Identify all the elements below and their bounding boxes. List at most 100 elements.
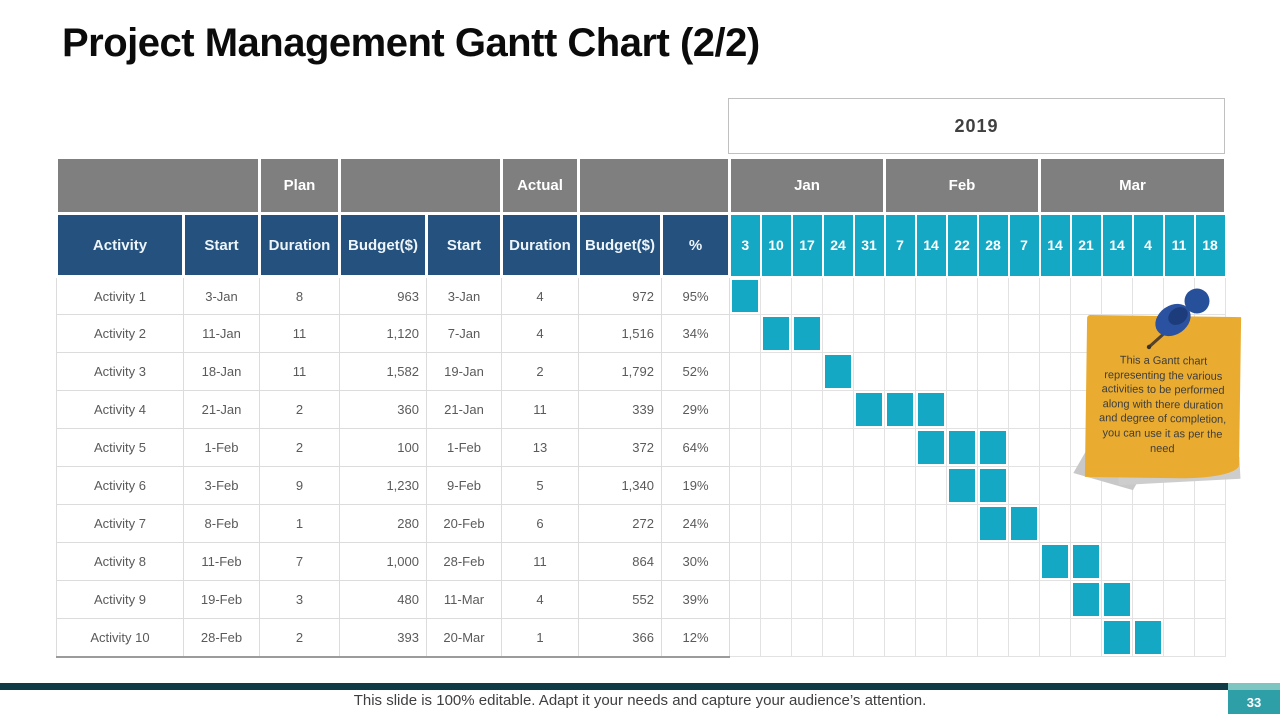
gantt-cell bbox=[1039, 390, 1071, 429]
gantt-cell bbox=[946, 504, 978, 543]
date-header: 3 bbox=[728, 212, 762, 278]
gantt-cell bbox=[1194, 618, 1226, 657]
gantt-cell bbox=[791, 428, 823, 467]
table-row: Activity 6 3-Feb 9 1,230 9-Feb 5 1,340 19% bbox=[56, 466, 1226, 505]
table-cell: 552 bbox=[578, 580, 662, 619]
table-cell: 4 bbox=[501, 314, 579, 353]
gantt-cell bbox=[977, 580, 1009, 619]
gantt-cell bbox=[1039, 618, 1071, 657]
gantt-cell bbox=[946, 276, 978, 315]
gantt-cell bbox=[884, 504, 916, 543]
gantt-bar-cell bbox=[791, 314, 823, 353]
table-cell: 9 bbox=[259, 466, 340, 505]
column-header: Budget($) bbox=[577, 212, 663, 278]
gantt-cell bbox=[884, 580, 916, 619]
table-cell: 1,340 bbox=[578, 466, 662, 505]
column-header: Start bbox=[182, 212, 261, 278]
gantt-cell bbox=[1132, 504, 1164, 543]
table-cell: 7-Jan bbox=[426, 314, 502, 353]
pushpin-icon bbox=[1146, 288, 1210, 350]
gantt-cell bbox=[729, 504, 761, 543]
column-header: Start bbox=[425, 212, 503, 278]
gantt-cell bbox=[822, 504, 854, 543]
table-cell: 3 bbox=[259, 580, 340, 619]
column-header: Duration bbox=[500, 212, 580, 278]
gantt-cell bbox=[884, 352, 916, 391]
gantt-cell bbox=[884, 466, 916, 505]
page-title: Project Management Gantt Chart (2/2) bbox=[62, 21, 760, 65]
gantt-cell bbox=[791, 504, 823, 543]
gantt-cell bbox=[822, 428, 854, 467]
table-cell: Activity 8 bbox=[56, 542, 184, 581]
gantt-bar-cell bbox=[946, 428, 978, 467]
gantt-cell bbox=[977, 352, 1009, 391]
table-cell: 19-Feb bbox=[183, 580, 260, 619]
table-row: Activity 10 28-Feb 2 393 20-Mar 1 366 12% bbox=[56, 618, 1226, 658]
sticky-note-text: This a Gantt chart representing the vari… bbox=[1099, 354, 1227, 455]
table-cell: 95% bbox=[661, 276, 730, 315]
gantt-cell bbox=[884, 542, 916, 581]
gantt-cell bbox=[1163, 542, 1195, 581]
table-cell: 1,582 bbox=[339, 352, 427, 391]
date-header: 17 bbox=[790, 212, 824, 278]
gantt-bar-cell bbox=[1008, 504, 1040, 543]
column-header: Budget($) bbox=[338, 212, 428, 278]
table-cell: 272 bbox=[578, 504, 662, 543]
table-cell: 24% bbox=[661, 504, 730, 543]
gantt-cell bbox=[1008, 352, 1040, 391]
month-header-jan: Jan bbox=[728, 156, 886, 215]
gantt-cell bbox=[977, 618, 1009, 657]
gantt-cell bbox=[791, 542, 823, 581]
gantt-cell bbox=[853, 618, 885, 657]
table-cell: 20-Feb bbox=[426, 504, 502, 543]
gantt-cell bbox=[1101, 542, 1133, 581]
gantt-bar-cell bbox=[1070, 542, 1102, 581]
gantt-cell bbox=[1070, 618, 1102, 657]
date-header: 4 bbox=[1131, 212, 1165, 278]
table-cell: 1 bbox=[259, 504, 340, 543]
gantt-cell bbox=[729, 428, 761, 467]
date-header: 28 bbox=[976, 212, 1010, 278]
footer-divider-bar bbox=[0, 683, 1228, 690]
gantt-cell bbox=[1008, 314, 1040, 353]
gantt-cell bbox=[1039, 580, 1071, 619]
gantt-bar-cell bbox=[1039, 542, 1071, 581]
gantt-cell bbox=[729, 466, 761, 505]
table-cell: 64% bbox=[661, 428, 730, 467]
table-cell: 1,230 bbox=[339, 466, 427, 505]
table-cell: 3-Jan bbox=[426, 276, 502, 315]
gantt-bar-cell bbox=[977, 428, 1009, 467]
table-cell: Activity 9 bbox=[56, 580, 184, 619]
gantt-bar-cell bbox=[915, 428, 947, 467]
gantt-cell bbox=[760, 390, 792, 429]
gantt-table: Plan Actual Jan Feb Mar Activity Start Duration… bbox=[55, 156, 1227, 658]
date-header: 14 bbox=[1038, 212, 1072, 278]
gantt-bar-cell bbox=[760, 314, 792, 353]
gantt-cell bbox=[1008, 580, 1040, 619]
gantt-cell bbox=[760, 580, 792, 619]
table-cell: 8 bbox=[259, 276, 340, 315]
gantt-cell bbox=[729, 314, 761, 353]
gantt-cell bbox=[1132, 580, 1164, 619]
date-header: 10 bbox=[759, 212, 793, 278]
gantt-cell bbox=[1039, 314, 1071, 353]
gantt-cell bbox=[1008, 276, 1040, 315]
gantt-cell bbox=[1132, 276, 1164, 315]
date-header: 21 bbox=[1069, 212, 1103, 278]
table-cell: Activity 10 bbox=[56, 618, 184, 658]
actual-group-header: Actual bbox=[500, 156, 580, 215]
table-cell: 11 bbox=[259, 352, 340, 391]
gantt-cell bbox=[822, 542, 854, 581]
date-header: 7 bbox=[883, 212, 917, 278]
gantt-cell bbox=[822, 618, 854, 657]
date-header: 18 bbox=[1193, 212, 1227, 278]
table-cell: 29% bbox=[661, 390, 730, 429]
page-number-badge: 33 bbox=[1228, 690, 1280, 714]
gantt-cell bbox=[1194, 504, 1226, 543]
table-cell: 28-Feb bbox=[426, 542, 502, 581]
gantt-cell bbox=[1132, 542, 1164, 581]
gantt-bar-cell bbox=[946, 466, 978, 505]
gantt-cell bbox=[729, 352, 761, 391]
table-cell: 100 bbox=[339, 428, 427, 467]
table-cell: 339 bbox=[578, 390, 662, 429]
